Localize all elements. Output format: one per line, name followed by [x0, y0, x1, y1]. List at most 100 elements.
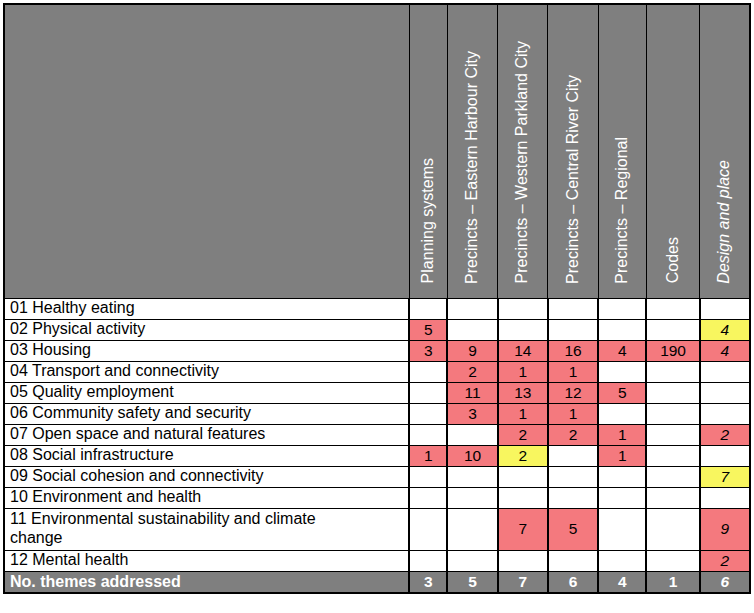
footer-value: 4	[598, 571, 646, 593]
count-cell: 1	[548, 361, 598, 382]
row-label: 12 Mental health	[4, 550, 409, 571]
row-label: 01 Healthy eating	[4, 298, 409, 319]
empty-cell	[447, 466, 497, 487]
column-header-label: Planning systems	[420, 158, 437, 283]
count-cell: 4	[700, 319, 750, 340]
empty-cell	[409, 466, 447, 487]
row-label: 06 Community safety and security	[4, 403, 409, 424]
empty-cell	[409, 361, 447, 382]
footer-value: 6	[700, 571, 750, 593]
count-cell: 12	[548, 382, 598, 403]
count-cell: 7	[498, 508, 548, 550]
empty-cell	[646, 319, 699, 340]
empty-cell	[700, 445, 750, 466]
row-label: 02 Physical activity	[4, 319, 409, 340]
empty-cell	[409, 298, 447, 319]
empty-cell	[498, 466, 548, 487]
empty-cell	[498, 487, 548, 508]
empty-cell	[447, 298, 497, 319]
count-cell: 2	[498, 445, 548, 466]
row-label: 10 Environment and health	[4, 487, 409, 508]
empty-cell	[409, 424, 447, 445]
column-header-label: Design and place	[716, 160, 733, 284]
column-header-label: Precincts – Eastern Harbour City	[464, 51, 481, 284]
empty-cell	[447, 487, 497, 508]
empty-cell	[598, 403, 646, 424]
footer-value: 7	[498, 571, 548, 593]
column-header-precincts-western-parkland-city: Precincts – Western Parkland City	[498, 4, 548, 298]
column-header-design-and-place: Design and place	[700, 4, 750, 298]
empty-cell	[646, 466, 699, 487]
empty-cell	[700, 487, 750, 508]
count-cell: 1	[498, 403, 548, 424]
row-label: 11 Environmental sustainability and clim…	[4, 508, 409, 550]
column-header-precincts-eastern-harbour-city: Precincts – Eastern Harbour City	[447, 4, 497, 298]
column-header-planning-systems: Planning systems	[409, 4, 447, 298]
table-row: 12 Mental health 2	[4, 550, 750, 571]
count-cell: 1	[598, 445, 646, 466]
count-cell: 9	[447, 340, 497, 361]
footer-label: No. themes addressed	[4, 571, 409, 593]
column-header-precincts-regional: Precincts – Regional	[598, 4, 646, 298]
empty-cell	[548, 445, 598, 466]
table-row: 02 Physical activity5 4	[4, 319, 750, 340]
row-label: 09 Social cohesion and connectivity	[4, 466, 409, 487]
empty-cell	[447, 550, 497, 571]
empty-cell	[447, 424, 497, 445]
column-header-precincts-central-river-city: Precincts – Central River City	[548, 4, 598, 298]
themes-matrix-table: Planning systems Precincts – Eastern Har…	[3, 3, 751, 594]
table-row: 11 Environmental sustainability and clim…	[4, 508, 750, 550]
count-cell: 16	[548, 340, 598, 361]
footer-value: 1	[646, 571, 699, 593]
empty-cell	[700, 298, 750, 319]
count-cell: 1	[498, 361, 548, 382]
empty-cell	[646, 298, 699, 319]
count-cell: 2	[498, 424, 548, 445]
count-cell: 9	[700, 508, 750, 550]
row-label: 03 Housing	[4, 340, 409, 361]
count-cell: 5	[409, 319, 447, 340]
empty-cell	[498, 298, 548, 319]
empty-cell	[598, 466, 646, 487]
count-cell: 1	[548, 403, 598, 424]
empty-cell	[409, 403, 447, 424]
footer-value: 5	[447, 571, 497, 593]
empty-cell	[598, 487, 646, 508]
empty-cell	[548, 550, 598, 571]
empty-cell	[700, 403, 750, 424]
footer-value: 6	[548, 571, 598, 593]
table-row: 06 Community safety and security311	[4, 403, 750, 424]
count-cell: 14	[498, 340, 548, 361]
empty-cell	[548, 319, 598, 340]
empty-cell	[700, 361, 750, 382]
empty-cell	[646, 361, 699, 382]
column-header-label: Precincts – Regional	[614, 137, 631, 284]
empty-cell	[700, 382, 750, 403]
corner-cell	[4, 4, 409, 298]
empty-cell	[646, 403, 699, 424]
count-cell: 5	[598, 382, 646, 403]
header-row: Planning systems Precincts – Eastern Har…	[4, 4, 750, 298]
table-row: 05 Quality employment1113125	[4, 382, 750, 403]
empty-cell	[646, 508, 699, 550]
empty-cell	[498, 319, 548, 340]
table-row: 01 Healthy eating	[4, 298, 750, 319]
empty-cell	[548, 298, 598, 319]
column-header-codes: Codes	[646, 4, 699, 298]
empty-cell	[598, 319, 646, 340]
count-cell: 13	[498, 382, 548, 403]
empty-cell	[598, 508, 646, 550]
table-row: 08 Social infrastructure11021	[4, 445, 750, 466]
footer-row: No. themes addressed 3 5 7 6 4 1 6	[4, 571, 750, 593]
count-cell: 4	[598, 340, 646, 361]
table-body: 01 Healthy eating02 Physical activity540…	[4, 298, 750, 571]
column-header-label: Precincts – Central River City	[565, 75, 582, 284]
empty-cell	[447, 319, 497, 340]
column-header-label: Precincts – Western Parkland City	[514, 41, 531, 283]
empty-cell	[646, 445, 699, 466]
empty-cell	[598, 298, 646, 319]
empty-cell	[447, 508, 497, 550]
count-cell: 2	[700, 550, 750, 571]
empty-cell	[409, 382, 447, 403]
empty-cell	[646, 487, 699, 508]
